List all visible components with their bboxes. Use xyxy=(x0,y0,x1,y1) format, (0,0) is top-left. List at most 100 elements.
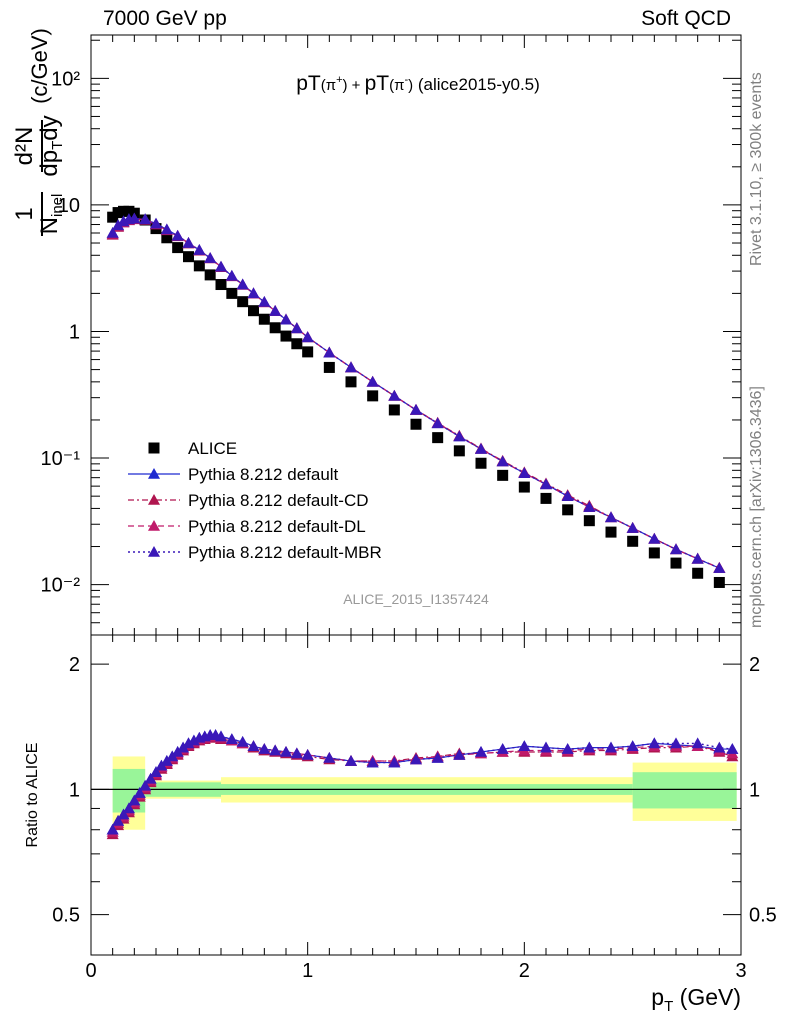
alice-data-point xyxy=(248,305,259,317)
ratio-point xyxy=(648,737,661,749)
header-right-label: Soft QCD xyxy=(641,7,731,30)
mc-point xyxy=(323,346,336,358)
mc-point xyxy=(160,223,173,235)
ratio-point xyxy=(540,741,552,753)
mc-point xyxy=(648,532,661,544)
ratio-point xyxy=(133,787,146,798)
alice-data-point xyxy=(497,469,509,481)
ratio-point xyxy=(247,740,260,752)
mc-point xyxy=(605,511,617,523)
legend-label: Pythia 8.212 default xyxy=(188,465,339,484)
legend-label: ALICE xyxy=(188,439,237,458)
ratio-point xyxy=(366,756,379,768)
ratio-y-axis-label: Ratio to ALICE xyxy=(24,743,41,848)
mc-point xyxy=(280,313,292,325)
mc-point xyxy=(561,490,574,501)
x-tick-label: 1 xyxy=(302,960,313,982)
mc-point xyxy=(247,287,260,299)
x-axis-label-sub: T xyxy=(664,998,673,1015)
legend-marker-alice xyxy=(148,442,160,454)
mc-point xyxy=(475,442,487,454)
mc-point xyxy=(518,467,531,478)
mc-point xyxy=(453,430,466,442)
mc-point xyxy=(345,361,357,373)
ratio-y-tick-label-left: 1 xyxy=(69,779,80,801)
main-y-tick-label: 10⁻¹ xyxy=(41,448,81,470)
mc-point xyxy=(540,478,552,490)
mc-point xyxy=(626,522,639,533)
mc-point xyxy=(225,269,238,281)
alice-data-point xyxy=(237,296,249,308)
alice-data-point xyxy=(172,242,184,254)
ratio-point xyxy=(269,744,282,756)
mc-point xyxy=(139,213,152,225)
series-line xyxy=(112,218,720,569)
mc-point xyxy=(236,278,249,290)
ratio-point xyxy=(144,772,157,784)
mc-point xyxy=(269,305,282,316)
alice-data-point xyxy=(583,515,595,527)
mc-point xyxy=(670,543,682,555)
ratio-point xyxy=(388,756,401,768)
ratio-point xyxy=(475,745,487,757)
ratio-point xyxy=(177,741,190,753)
ratio-point xyxy=(112,814,125,826)
alice-data-point xyxy=(453,445,465,457)
analysis-watermark: ALICE_2015_I1357424 xyxy=(343,591,489,607)
ratio-point xyxy=(236,735,249,747)
ratio-point xyxy=(605,741,617,753)
ratio-point xyxy=(280,745,292,757)
alice-data-point xyxy=(692,567,704,579)
alice-data-point xyxy=(204,269,216,281)
inner-band-segment xyxy=(632,772,737,809)
legend-marker xyxy=(148,468,160,479)
alice-data-point xyxy=(302,346,314,358)
alice-data-point xyxy=(345,376,357,388)
ratio-y-tick-label-left: 0.5 xyxy=(52,905,80,927)
main-y-tick-label: 10 xyxy=(58,195,80,217)
ratio-series-3 xyxy=(106,729,739,835)
ratio-y-tick-label-right: 0.5 xyxy=(749,905,777,927)
alice-data-point xyxy=(670,557,682,569)
main-y-ticks xyxy=(91,39,741,636)
mc-point xyxy=(366,375,379,387)
alice-data-point xyxy=(713,576,725,588)
ratio-point xyxy=(290,747,303,759)
x-tick-label: 0 xyxy=(85,960,96,982)
legend-label: Pythia 8.212 default-DL xyxy=(188,517,366,536)
x-axis-label-unit: (GeV) xyxy=(673,984,741,1010)
ratio-point xyxy=(670,737,682,749)
alice-data-point xyxy=(323,361,335,373)
mc-point xyxy=(215,260,227,272)
mc-point xyxy=(258,295,271,307)
alice-data-point xyxy=(562,504,574,516)
mc-point xyxy=(301,331,314,343)
mc-point xyxy=(106,226,119,238)
mc-point xyxy=(410,403,422,415)
mc-point xyxy=(150,217,162,229)
alice-data-point xyxy=(627,535,639,547)
series-line xyxy=(112,217,720,569)
x-axis-label-p: p xyxy=(651,984,664,1010)
ratio-point xyxy=(453,748,466,760)
ratio-point xyxy=(726,743,739,754)
x-axis-label: pT (GeV) xyxy=(651,984,741,1015)
legend-label: Pythia 8.212 default-CD xyxy=(188,491,369,510)
ratio-point xyxy=(150,766,162,777)
ratio-point xyxy=(583,741,596,753)
ratio-point xyxy=(301,748,314,760)
alice-data-point xyxy=(280,330,292,342)
legend-label: Pythia 8.212 default-MBR xyxy=(188,543,382,562)
ratio-point xyxy=(106,823,119,835)
ratio-point xyxy=(431,751,444,763)
alice-data-point xyxy=(605,526,617,538)
ratio-point xyxy=(345,755,357,766)
legend xyxy=(128,442,180,557)
ratio-point xyxy=(626,740,639,752)
alice-data-point xyxy=(183,251,194,263)
main-y-tick-label: 1 xyxy=(69,321,80,343)
ratio-point xyxy=(518,740,531,752)
alice-data-point xyxy=(193,260,205,272)
